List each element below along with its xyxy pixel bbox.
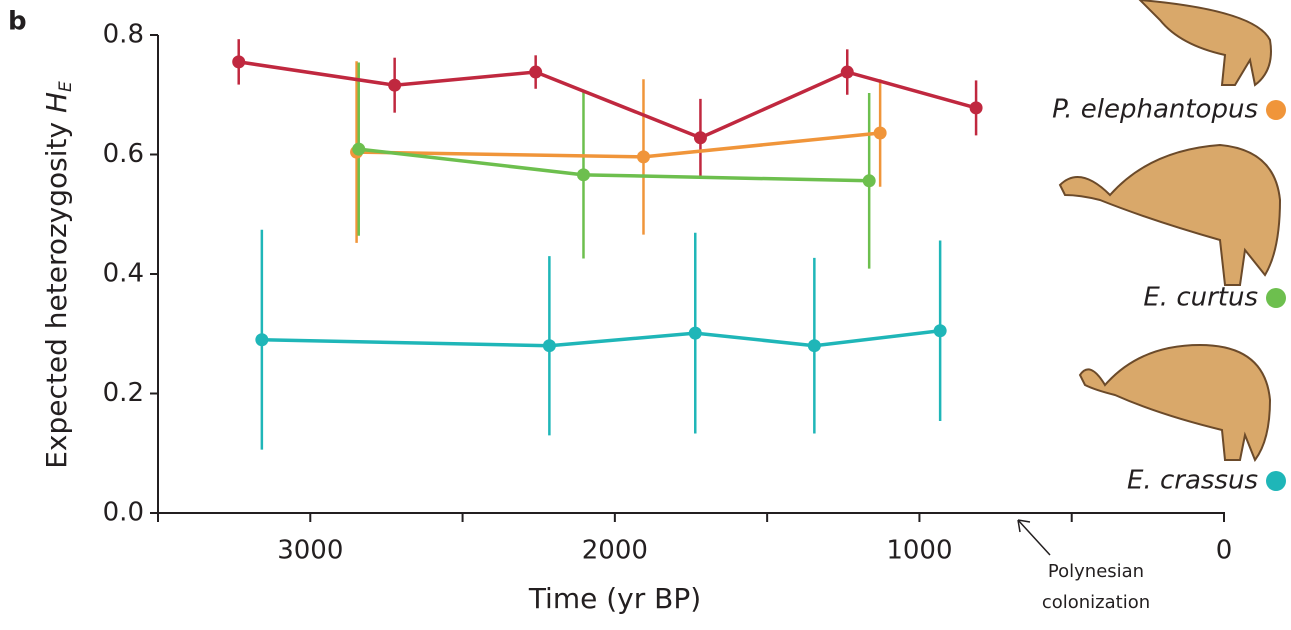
y-tick-label: 0.8 [103,20,144,50]
data-point [807,339,821,353]
x-tick-label: 1000 [886,536,952,566]
data-point [542,339,556,353]
data-point [388,78,402,92]
data-point [693,131,707,145]
data-point [688,326,702,340]
data-point [232,55,246,69]
illustration [1138,0,1272,87]
data-point [255,333,269,347]
data-point [352,142,366,156]
panel-label: b [8,7,27,37]
y-axis-label-symbol: H [40,92,73,113]
data-point [636,150,650,164]
y-axis-label-text: Expected heterozygosity [40,122,73,469]
annotation: Polynesian [1048,561,1144,582]
series-line [356,131,881,159]
illustration [1058,143,1282,286]
y-axis-label-subscript: E [56,81,76,92]
data-point [576,168,590,182]
illustration [1078,343,1272,463]
y-axis-label: Expected heterozygosity HE [40,81,76,469]
data-point [840,65,854,79]
data-point [529,65,543,79]
legend-label: E. crassus [1127,466,1258,496]
data-point [969,101,983,115]
x-tick-label: 3000 [277,536,343,566]
series-line [261,329,941,348]
legend-marker [1266,100,1286,120]
legend-marker [1266,288,1286,308]
tortoise-illustrations [1058,0,1282,463]
data-point [862,174,876,188]
series-line [238,60,977,140]
annotation-arrow [1017,519,1051,556]
y-tick-label: 0.4 [103,259,144,289]
legend-label: E. curtus [1143,283,1258,313]
x-tick-label: 2000 [582,536,648,566]
data-point [873,126,887,140]
data-point [933,324,947,338]
x-tick-label: 0 [1216,536,1233,566]
y-tick-label: 0.6 [103,139,144,169]
legend-marker [1266,471,1286,491]
annotation: colonization [1042,592,1150,613]
legend-label: P. elephantopus [1052,95,1258,125]
y-tick-label: 0.0 [103,498,144,528]
y-tick-label: 0.2 [103,378,144,408]
x-axis-label: Time (yr BP) [528,582,701,615]
